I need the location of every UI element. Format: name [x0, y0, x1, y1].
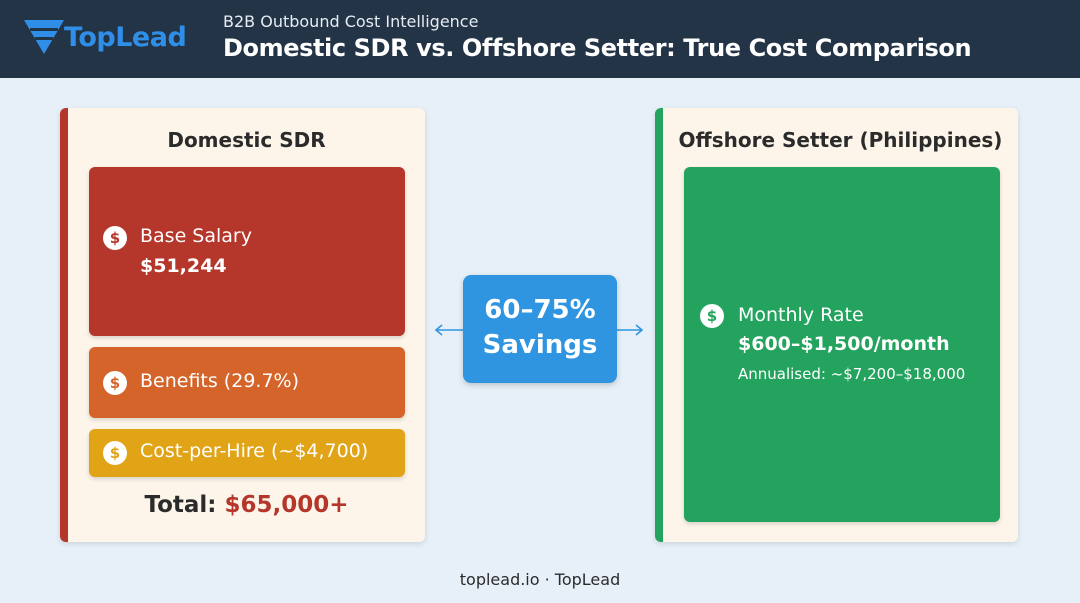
total: Total: $65,000+ [68, 492, 425, 518]
dollar-icon: $ [103, 226, 127, 250]
header-subtitle: B2B Outbound Cost Intelligence [223, 12, 479, 31]
badge-line: Savings [482, 330, 598, 360]
header-title: Domestic SDR vs. Offshore Setter: True C… [223, 34, 972, 62]
item-label: Monthly Rate [738, 304, 864, 326]
savings-badge: 60–75% Savings [463, 275, 617, 383]
hire-box: $ Cost-per-Hire (~$4,700) [89, 429, 405, 477]
item-value: $51,244 [140, 255, 227, 277]
dollar-icon: $ [700, 304, 724, 328]
benefits-box: $ Benefits (29.7%) [89, 347, 405, 418]
badge-line: 60–75% [484, 295, 596, 325]
header-bar: TopLead B2B Outbound Cost Intelligence D… [0, 0, 1080, 78]
domestic-card: Domestic SDR $ Base Salary $51,244 $ Ben… [60, 108, 425, 542]
offshore-card: Offshore Setter (Philippines) $ Monthly … [655, 108, 1018, 542]
item-label: Base Salary [140, 225, 252, 247]
card-title: Offshore Setter (Philippines) [678, 128, 1003, 152]
total-label: Total: [144, 492, 217, 518]
item-label: Cost-per-Hire (~$4,700) [140, 440, 369, 462]
salary-box: $ Base Salary $51,244 [89, 167, 405, 336]
dollar-icon: $ [103, 371, 127, 395]
logo-text: TopLead [64, 22, 187, 53]
item-label: Benefits (29.7%) [140, 370, 299, 392]
dollar-icon: $ [103, 441, 127, 465]
total-value: $65,000+ [224, 492, 349, 518]
card-title: Domestic SDR [167, 128, 326, 152]
logo-icon [24, 20, 64, 54]
rate-box: $ Monthly Rate $600–$1,500/month Annuali… [684, 167, 1000, 522]
item-value: $600–$1,500/month [738, 333, 950, 355]
footer: toplead.io · TopLead [459, 570, 621, 589]
arrows [434, 324, 644, 336]
item-note: Annualised: ~$7,200–$18,000 [738, 365, 966, 383]
